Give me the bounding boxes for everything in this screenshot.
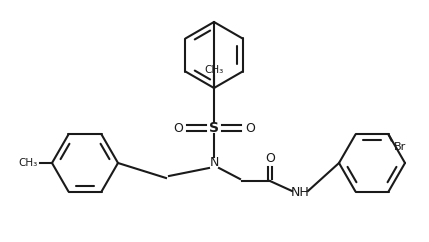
- Text: S: S: [209, 121, 219, 135]
- Text: CH₃: CH₃: [19, 158, 38, 168]
- Text: O: O: [245, 121, 255, 135]
- Text: N: N: [209, 157, 219, 169]
- Text: NH: NH: [290, 187, 309, 199]
- Text: Br: Br: [393, 143, 406, 152]
- Text: O: O: [173, 121, 183, 135]
- Text: O: O: [265, 152, 275, 166]
- Text: CH₃: CH₃: [204, 65, 224, 75]
